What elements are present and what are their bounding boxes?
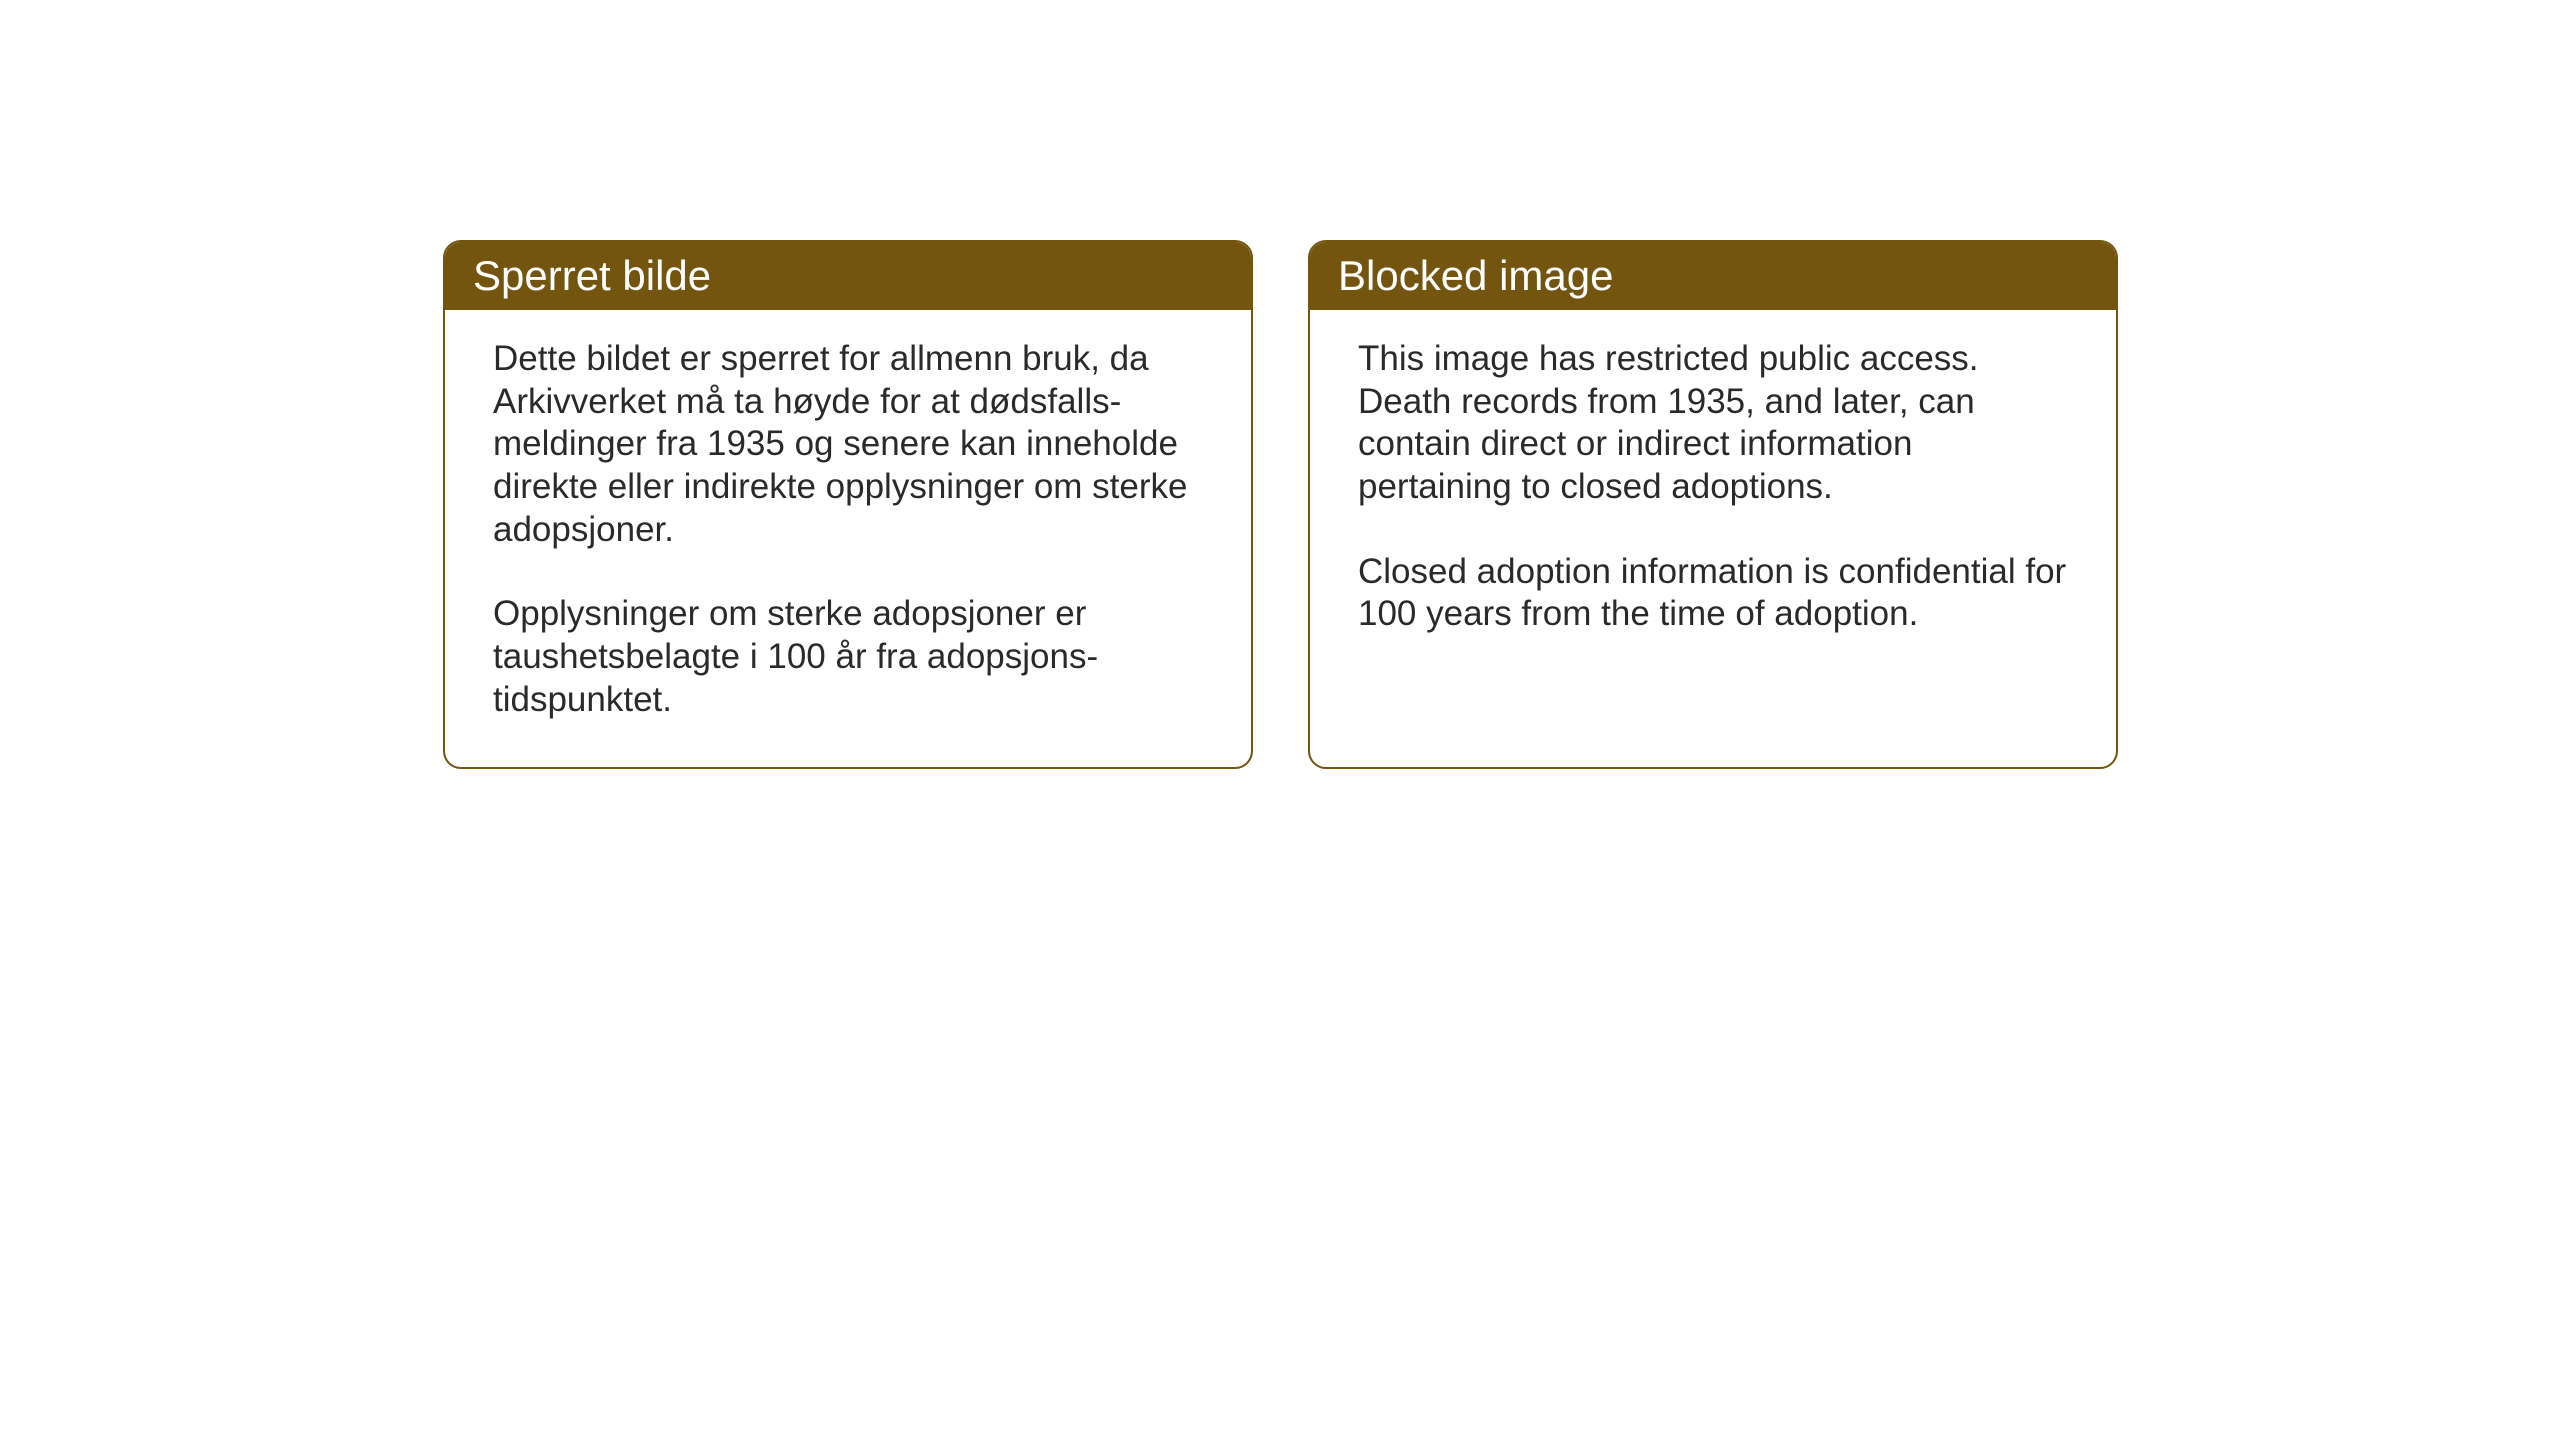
norwegian-paragraph-2: Opplysninger om sterke adopsjoner er tau…	[493, 593, 1203, 721]
notice-cards-container: Sperret bilde Dette bildet er sperret fo…	[443, 240, 2118, 769]
english-card-body: This image has restricted public access.…	[1310, 310, 2116, 681]
english-notice-card: Blocked image This image has restricted …	[1308, 240, 2118, 769]
english-paragraph-2: Closed adoption information is confident…	[1358, 551, 2068, 636]
norwegian-paragraph-1: Dette bildet er sperret for allmenn bruk…	[493, 338, 1203, 551]
english-paragraph-1: This image has restricted public access.…	[1358, 338, 2068, 509]
english-card-title: Blocked image	[1310, 242, 2116, 310]
norwegian-card-title: Sperret bilde	[445, 242, 1251, 310]
norwegian-card-body: Dette bildet er sperret for allmenn bruk…	[445, 310, 1251, 767]
norwegian-notice-card: Sperret bilde Dette bildet er sperret fo…	[443, 240, 1253, 769]
